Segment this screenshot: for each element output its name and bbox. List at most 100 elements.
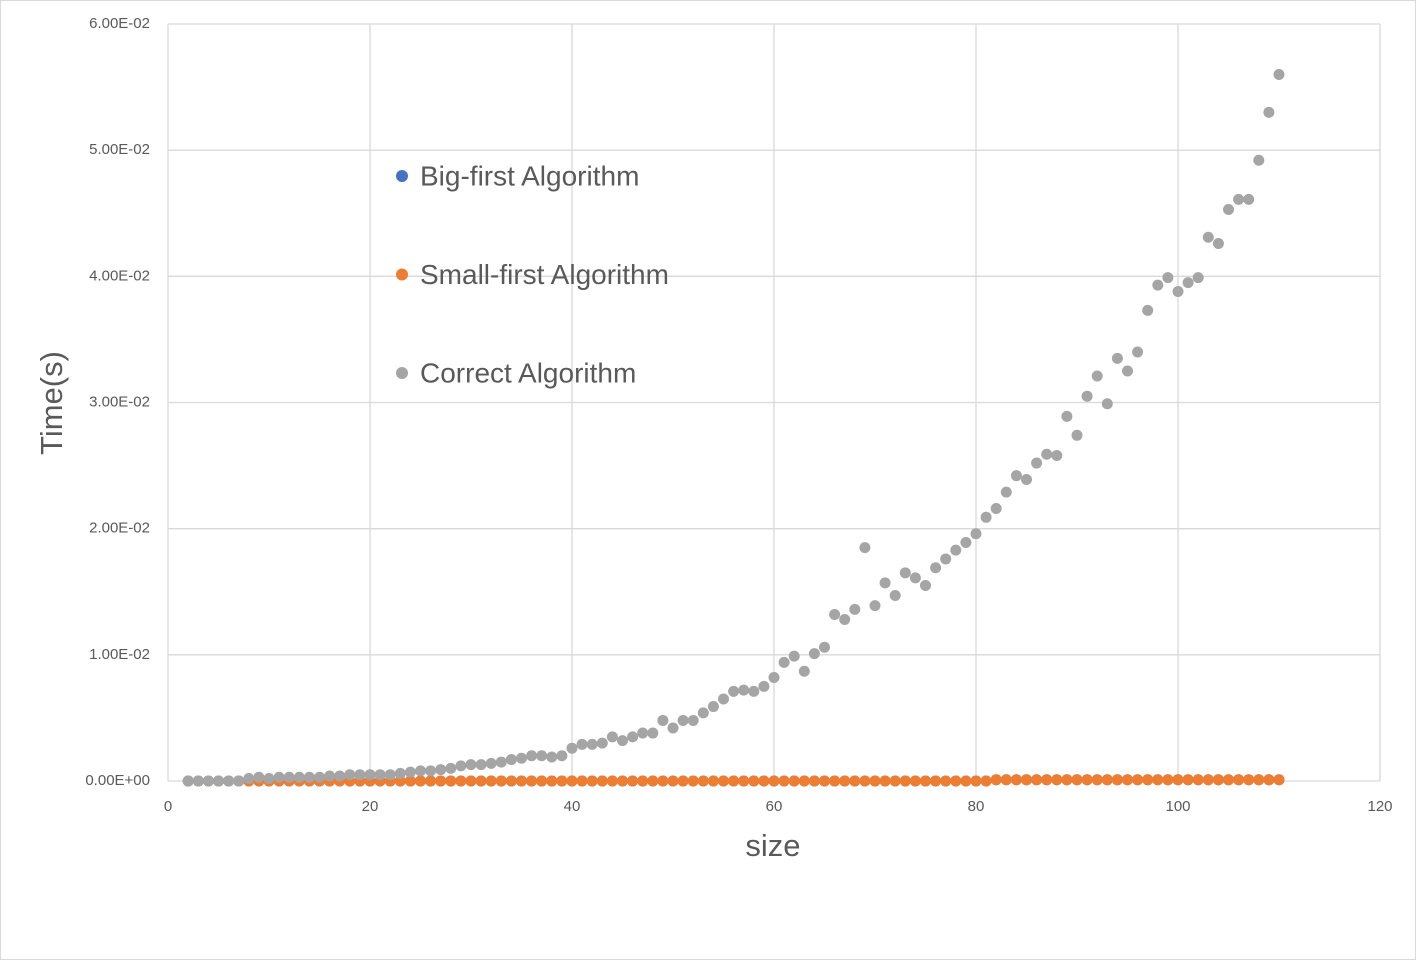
data-point — [1061, 774, 1073, 786]
data-point — [1091, 370, 1103, 382]
data-point — [324, 770, 336, 782]
data-point — [1162, 272, 1174, 284]
data-point — [1132, 774, 1144, 786]
data-point — [425, 775, 437, 787]
data-point — [253, 771, 265, 783]
data-point — [697, 707, 709, 719]
data-point — [758, 680, 770, 692]
data-point — [1192, 774, 1204, 786]
data-point — [738, 775, 750, 787]
data-point — [667, 775, 679, 787]
data-point — [788, 650, 800, 662]
data-point — [465, 775, 477, 787]
data-point — [1111, 352, 1123, 364]
data-point — [404, 766, 416, 778]
data-point — [1010, 774, 1022, 786]
data-point — [687, 714, 699, 726]
data-point — [606, 731, 618, 743]
data-point — [505, 754, 517, 766]
data-point — [435, 764, 447, 776]
data-point — [1233, 774, 1245, 786]
data-point — [728, 775, 740, 787]
data-point — [485, 775, 497, 787]
y-tick-label: 5.00E-02 — [89, 141, 150, 158]
data-point — [738, 684, 750, 696]
data-point — [1142, 774, 1154, 786]
data-point — [1061, 410, 1073, 422]
data-point — [707, 701, 719, 713]
data-point — [1152, 774, 1164, 786]
legend-label: Correct Algorithm — [420, 357, 636, 388]
data-point — [1202, 231, 1214, 243]
data-point — [667, 722, 679, 734]
data-point — [778, 656, 790, 668]
data-point — [192, 775, 204, 787]
data-point — [869, 775, 881, 787]
data-point — [394, 775, 406, 787]
y-tick-label: 4.00E-02 — [89, 267, 150, 284]
data-point — [526, 750, 538, 762]
data-point — [556, 775, 568, 787]
y-tick-label: 2.00E-02 — [89, 520, 150, 537]
data-point — [950, 544, 962, 556]
data-point — [1253, 774, 1265, 786]
data-point — [930, 562, 942, 574]
data-point — [1273, 68, 1285, 80]
data-point — [930, 775, 942, 787]
data-point — [950, 775, 962, 787]
data-point — [1081, 774, 1093, 786]
data-point — [536, 775, 548, 787]
data-point — [808, 648, 820, 660]
data-point — [829, 775, 841, 787]
data-point — [233, 775, 245, 787]
data-point — [1273, 774, 1285, 786]
data-point — [909, 775, 921, 787]
data-point — [1000, 486, 1012, 498]
legend-label: Big-first Algorithm — [420, 160, 639, 191]
data-point — [303, 771, 315, 783]
data-point — [344, 769, 356, 781]
data-point — [495, 756, 507, 768]
data-point — [445, 775, 457, 787]
data-point — [1223, 774, 1234, 786]
data-point — [970, 528, 982, 540]
data-point — [697, 775, 709, 787]
data-point — [1122, 365, 1133, 377]
data-point — [768, 775, 780, 787]
data-point — [1010, 470, 1022, 482]
data-point — [637, 727, 649, 739]
data-point — [263, 772, 275, 784]
data-point — [849, 775, 861, 787]
data-point — [909, 572, 921, 584]
data-point — [243, 772, 255, 784]
data-point — [475, 775, 487, 787]
data-point — [293, 771, 305, 783]
data-point — [849, 603, 861, 615]
data-point — [566, 775, 578, 787]
data-point — [839, 775, 851, 787]
data-point — [445, 762, 457, 774]
data-point — [1081, 390, 1093, 402]
legend-marker — [396, 170, 408, 182]
data-point — [940, 553, 952, 565]
data-point — [728, 685, 740, 697]
data-point — [314, 771, 325, 783]
data-point — [546, 775, 558, 787]
data-point — [586, 738, 598, 750]
data-point — [1223, 203, 1234, 215]
data-point — [768, 672, 780, 684]
data-point — [495, 775, 507, 787]
data-point — [879, 577, 891, 589]
y-tick-label: 3.00E-02 — [89, 393, 150, 410]
data-point — [899, 775, 911, 787]
data-point — [586, 775, 598, 787]
x-axis-title: size — [745, 828, 800, 863]
data-point — [1051, 774, 1063, 786]
data-point — [879, 775, 891, 787]
data-point — [1111, 774, 1123, 786]
data-point — [1152, 279, 1164, 291]
data-point — [364, 769, 376, 781]
data-point — [1172, 774, 1184, 786]
data-point — [1212, 774, 1224, 786]
